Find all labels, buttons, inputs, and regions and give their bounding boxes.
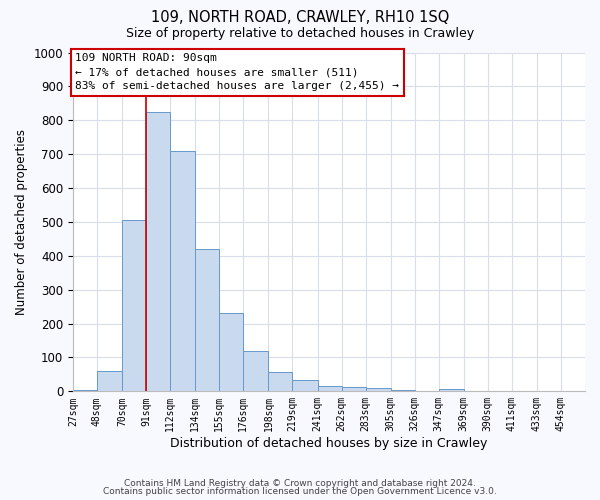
Bar [146, 112, 170, 392]
Bar [73, 390, 97, 392]
Text: 109, NORTH ROAD, CRAWLEY, RH10 1SQ: 109, NORTH ROAD, CRAWLEY, RH10 1SQ [151, 10, 449, 25]
Text: Contains HM Land Registry data © Crown copyright and database right 2024.: Contains HM Land Registry data © Crown c… [124, 478, 476, 488]
Y-axis label: Number of detached properties: Number of detached properties [15, 129, 28, 315]
Bar [341, 388, 365, 392]
Bar [292, 380, 317, 392]
Bar [195, 249, 219, 392]
Bar [122, 220, 146, 392]
Bar [97, 371, 122, 392]
Text: 109 NORTH ROAD: 90sqm
← 17% of detached houses are smaller (511)
83% of semi-det: 109 NORTH ROAD: 90sqm ← 17% of detached … [75, 53, 399, 91]
Text: Contains public sector information licensed under the Open Government Licence v3: Contains public sector information licen… [103, 487, 497, 496]
Bar [439, 388, 464, 392]
X-axis label: Distribution of detached houses by size in Crawley: Distribution of detached houses by size … [170, 437, 488, 450]
Bar [365, 388, 391, 392]
Bar [391, 390, 415, 392]
Bar [268, 372, 292, 392]
Bar [219, 314, 243, 392]
Bar [243, 352, 268, 392]
Bar [317, 386, 341, 392]
Bar [170, 151, 195, 392]
Text: Size of property relative to detached houses in Crawley: Size of property relative to detached ho… [126, 28, 474, 40]
